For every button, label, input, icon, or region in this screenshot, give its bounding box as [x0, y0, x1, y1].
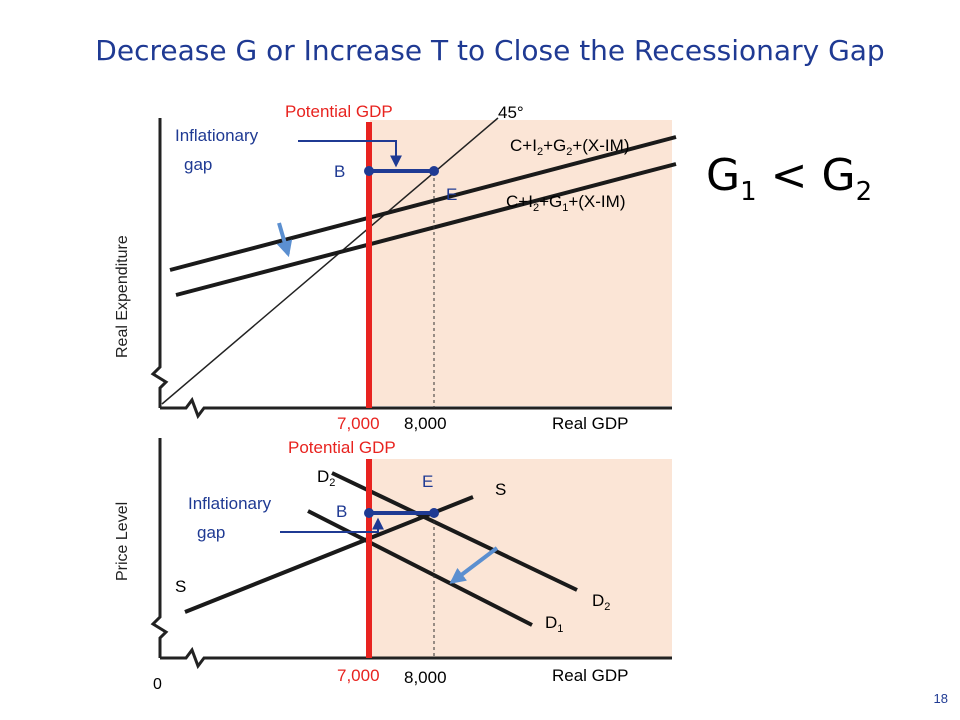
top-point-b-marker — [364, 166, 374, 176]
top-gap-label-line2: gap — [184, 155, 212, 174]
bottom-point-b-label: B — [336, 502, 347, 521]
top-potential-gdp-label: Potential GDP — [285, 102, 393, 121]
top-y-axis-label: Real Expenditure — [114, 235, 131, 358]
bottom-d2-right-label: D2 — [592, 591, 610, 613]
bottom-origin-label: 0 — [153, 676, 162, 693]
top-point-b-label: B — [334, 162, 345, 181]
bottom-shift-arrow — [449, 546, 499, 584]
top-gap-callout-line — [298, 140, 402, 168]
bottom-s-right-label: S — [495, 480, 506, 499]
bottom-point-b-marker — [364, 508, 374, 518]
bottom-y-axis — [150, 438, 169, 658]
slide-title: Decrease G or Increase T to Close the Re… — [95, 34, 885, 67]
bottom-demand-d2-curve — [331, 471, 578, 592]
bottom-d1-label: D1 — [545, 613, 563, 635]
top-gap-label-line1: Inflationary — [175, 126, 259, 145]
bottom-x-axis-label: Real GDP — [552, 666, 629, 685]
top-curve-g1 — [175, 162, 677, 297]
bottom-gap-label-line2: gap — [197, 523, 225, 542]
bottom-x-axis — [160, 646, 672, 670]
top-curve-g1-label: C+I2+G1+(X-IM) — [506, 192, 625, 214]
top-point-e-marker — [429, 166, 439, 176]
g-comparison: G1 < G2 — [706, 150, 873, 207]
top-curve-g2-label: C+I2+G2+(X-IM) — [510, 136, 629, 158]
bottom-demand-d1-curve — [307, 509, 533, 627]
bottom-point-e-label: E — [422, 472, 433, 491]
top-curve-g2 — [169, 135, 677, 272]
top-point-e-label: E — [446, 185, 457, 204]
top-x-axis-label: Real GDP — [552, 414, 629, 433]
bottom-s-left-label: S — [175, 577, 186, 596]
top-shift-arrow — [276, 222, 293, 258]
page-number: 18 — [933, 691, 948, 706]
bottom-tick-8000: 8,000 — [404, 668, 447, 687]
top-x-axis — [160, 396, 672, 420]
top-shaded-region — [370, 120, 672, 406]
bottom-d2-top-label: D2 — [317, 467, 335, 489]
bottom-potential-gdp-label: Potential GDP — [288, 438, 396, 457]
bottom-gap-callout-line — [280, 517, 384, 533]
top-tick-7000: 7,000 — [337, 414, 380, 433]
bottom-y-axis-label: Price Level — [114, 502, 131, 581]
top-45-degree-label: 45° — [498, 103, 524, 122]
top-45-degree-line — [161, 117, 499, 405]
bottom-gap-label-line1: Inflationary — [188, 494, 272, 513]
bottom-shaded-region — [370, 459, 672, 657]
bottom-tick-7000: 7,000 — [337, 666, 380, 685]
bottom-point-e-marker — [429, 508, 439, 518]
top-tick-8000: 8,000 — [404, 414, 447, 433]
top-y-axis — [150, 118, 169, 408]
